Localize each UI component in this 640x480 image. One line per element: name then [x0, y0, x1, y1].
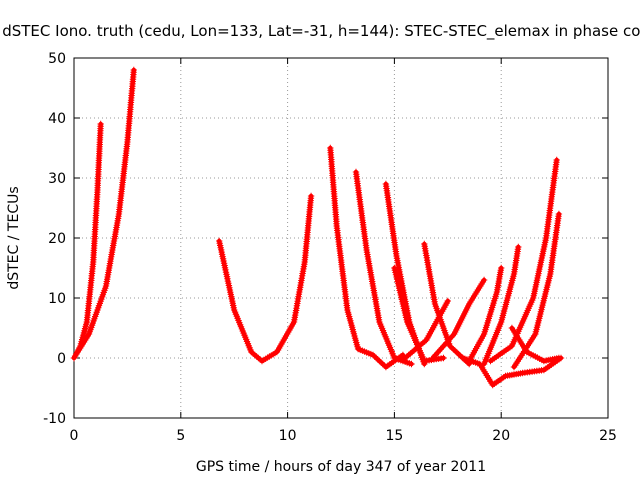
data-point	[555, 354, 563, 362]
data-arc	[70, 120, 104, 362]
x-axis-label: GPS time / hours of day 347 of year 2011	[196, 459, 486, 475]
data-point	[369, 351, 377, 359]
y-tick-label: 30	[48, 171, 66, 187]
x-tick-label: 20	[492, 428, 510, 444]
data-point	[444, 297, 451, 305]
data-arc	[327, 144, 407, 371]
data-point	[480, 276, 488, 284]
arc-trace	[216, 193, 314, 364]
chart-title: dSTEC Iono. truth (cedu, Lon=133, Lat=-3…	[2, 22, 640, 41]
data-arc	[487, 156, 560, 365]
data-point	[498, 264, 505, 272]
data-point	[515, 243, 522, 251]
y-tick-label: 40	[48, 111, 66, 127]
data-arc	[480, 243, 522, 368]
grid	[74, 58, 608, 418]
x-tick-label: 10	[279, 428, 297, 444]
x-tick-label: 15	[385, 428, 403, 444]
y-tick-label: 50	[48, 51, 66, 67]
y-tick-label: 10	[48, 291, 66, 307]
data-point	[307, 192, 315, 200]
data-arc	[401, 297, 451, 362]
x-tick-label: 0	[70, 428, 79, 444]
data-point	[130, 66, 137, 74]
x-tick-label: 25	[599, 428, 617, 444]
data-arc	[216, 192, 315, 365]
data-point	[377, 359, 385, 366]
y-tick-label: 0	[57, 351, 66, 367]
data-point	[379, 360, 386, 368]
x-tick-label: 5	[176, 428, 185, 444]
data-arc	[510, 210, 563, 371]
data-point	[371, 353, 378, 360]
data-arc	[466, 264, 505, 365]
data-point	[374, 356, 381, 363]
data-point	[408, 360, 415, 368]
data-arc	[352, 168, 415, 368]
data-marks	[70, 66, 565, 389]
data-point	[373, 354, 380, 362]
data-point	[555, 210, 563, 218]
data-arc	[421, 240, 473, 368]
data-arc	[429, 276, 488, 362]
y-axis-label: dSTEC / TECUs	[6, 186, 22, 289]
data-point	[97, 120, 104, 128]
y-tick-label: 20	[48, 231, 66, 247]
data-arc	[70, 66, 137, 362]
arc-trace	[71, 67, 137, 361]
data-point	[553, 156, 560, 164]
data-point	[440, 354, 447, 362]
y-tick-label: -10	[43, 411, 66, 427]
